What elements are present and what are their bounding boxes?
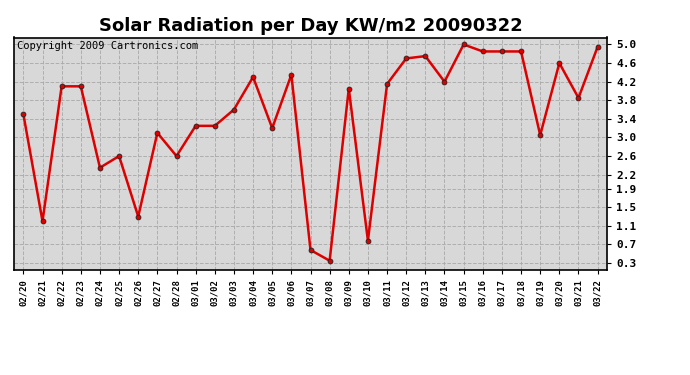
Title: Solar Radiation per Day KW/m2 20090322: Solar Radiation per Day KW/m2 20090322 — [99, 16, 522, 34]
Text: Copyright 2009 Cartronics.com: Copyright 2009 Cartronics.com — [17, 41, 198, 51]
